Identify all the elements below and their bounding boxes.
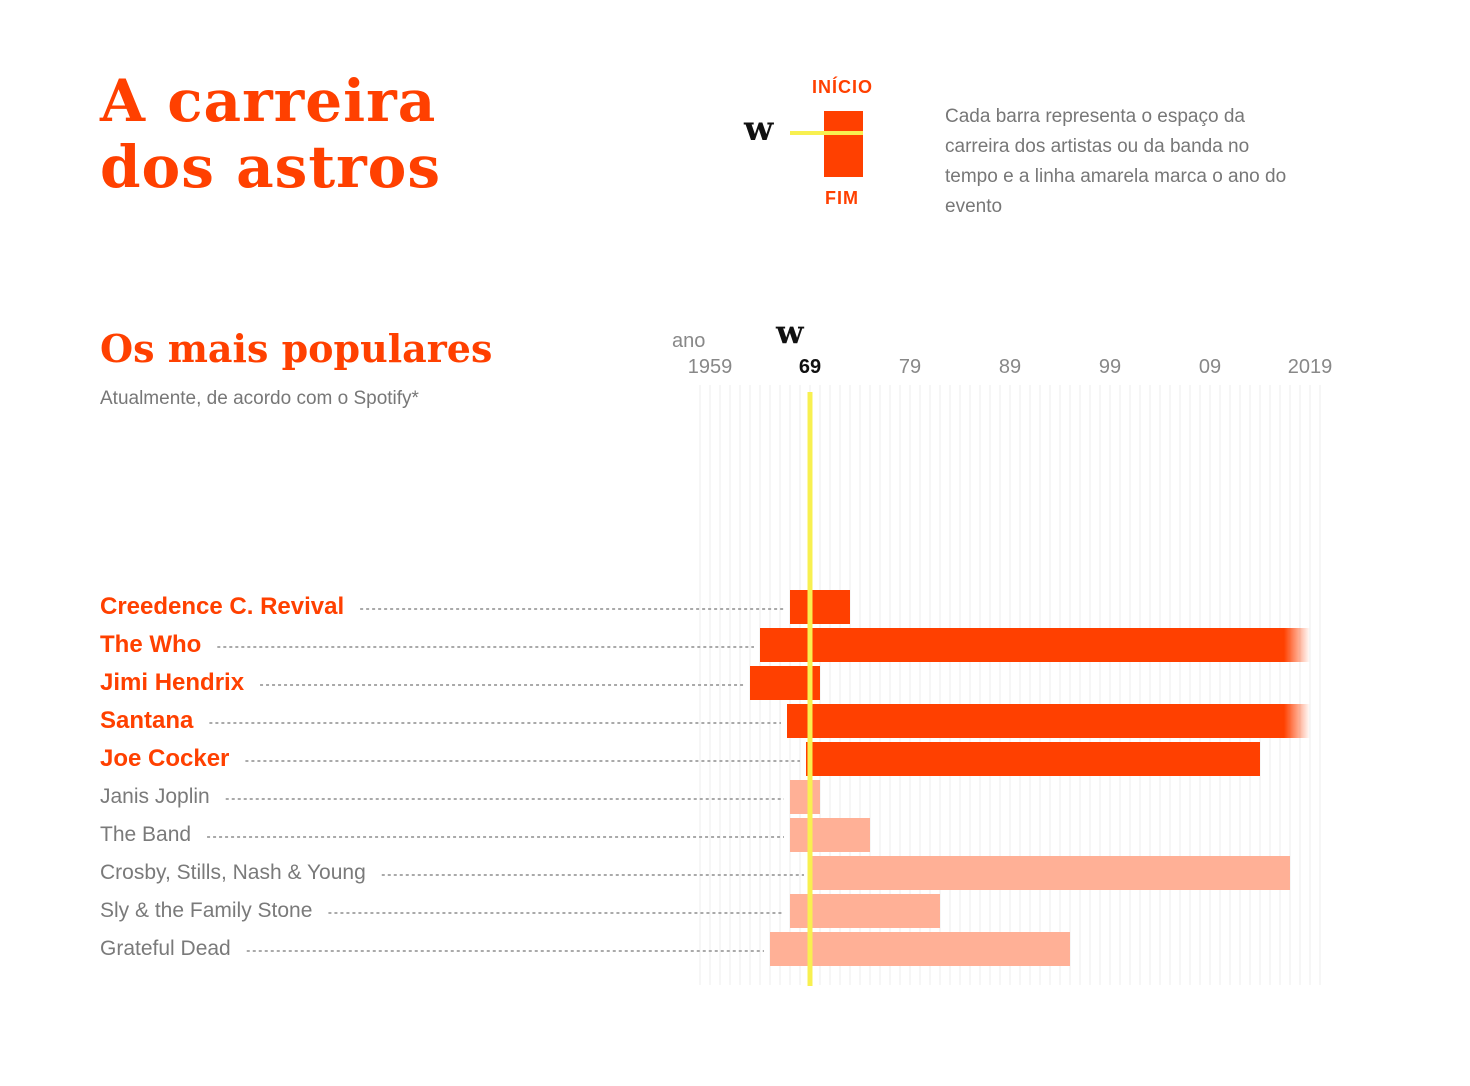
tick-label: 79 [898,356,922,378]
legend-start-label: INÍCIO [812,77,874,97]
career-bar [790,894,940,928]
tick-label: 99 [1098,356,1122,378]
artist-label: The Band [100,823,192,846]
career-bar [790,590,850,624]
artist-label: Grateful Dead [100,937,231,960]
title-line-2: dos astros [100,133,442,201]
career-bar [790,780,820,814]
artist-label: Creedence C. Revival [100,593,345,620]
section-title: Os mais populares [100,326,493,371]
career-bar [760,628,1284,662]
axis-unit-label: ano [672,330,706,352]
artist-label: Santana [100,707,194,734]
tick-label: 89 [998,356,1022,378]
career-bar-fade [1284,704,1310,738]
career-bar [790,818,870,852]
woodstock-logo-icon: w [744,109,774,149]
career-bar-fade [1284,628,1310,662]
artist-label: Joe Cocker [100,745,230,772]
artist-label: Crosby, Stills, Nash & Young [100,861,366,884]
career-bar [750,666,820,700]
artist-label: Janis Joplin [100,785,210,808]
legend-description: Cada barra representa o espaço da carrei… [945,106,1287,217]
tick-label: 2019 [1287,356,1333,378]
tick-label: 69 [798,356,822,378]
title-line-1: A carreira [100,67,437,135]
career-bar [810,856,1290,890]
career-bar [770,932,1070,966]
artist-label: Sly & the Family Stone [100,899,313,922]
career-bars [750,590,1310,966]
legend-event-line [790,131,863,135]
artist-label: Jimi Hendrix [100,669,245,696]
artist-label: The Who [100,631,202,658]
woodstock-axis-icon: w [776,313,804,351]
career-bar [806,742,1260,776]
legend-bar [824,111,863,177]
tick-label: 1959 [687,356,733,378]
career-bar [787,704,1284,738]
page-title: A carreira dos astros [100,68,441,200]
legend-end-label: FIM [825,188,859,208]
section-subtitle: Atualmente, de acordo com o Spotify* [100,388,419,409]
grid-lines [699,385,1321,985]
tick-label: 09 [1198,356,1222,378]
